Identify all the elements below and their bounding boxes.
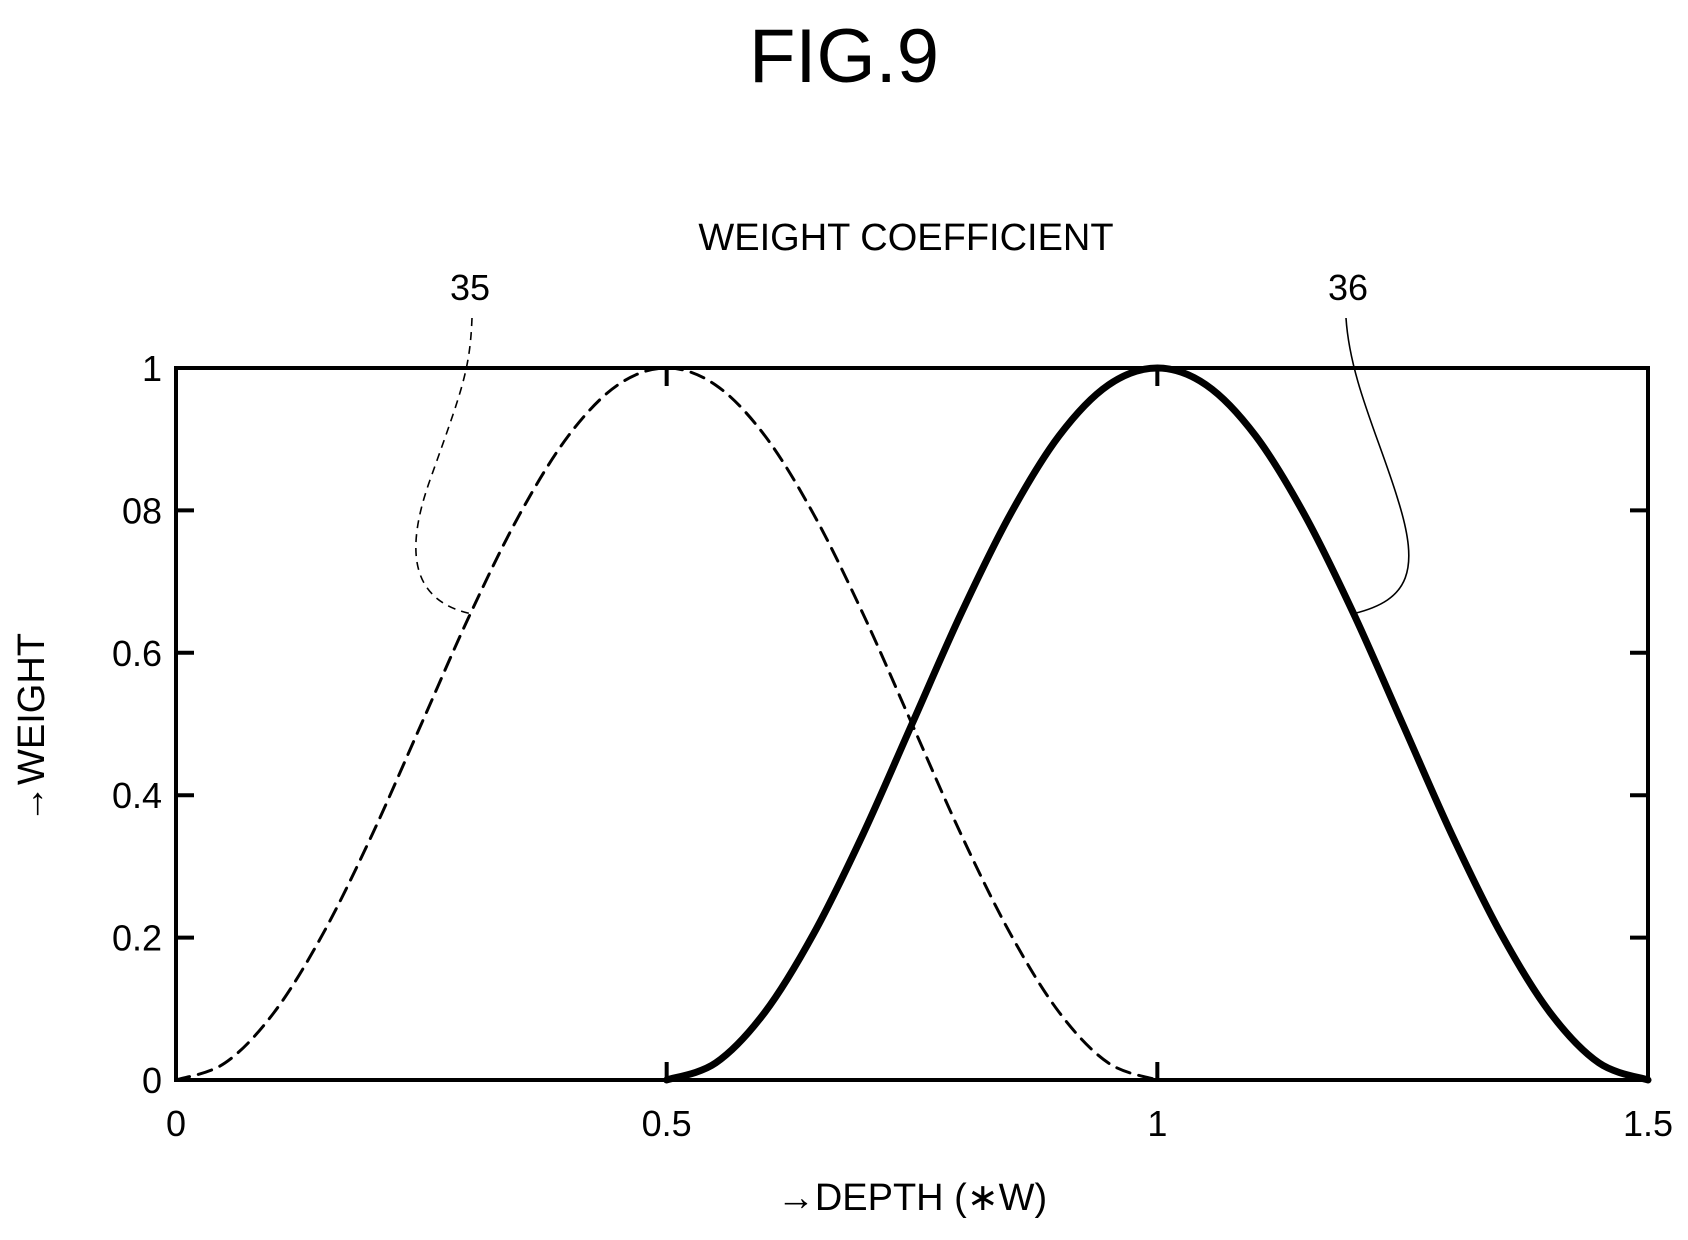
x-tick-label: 1 xyxy=(1147,1103,1167,1144)
callout-label-35: 35 xyxy=(450,267,490,308)
chart-title: WEIGHT COEFFICIENT xyxy=(698,217,1113,259)
plot-area: 0 0.5 1 1.5 0 0.2 0.4 0.6 08 1 35 36 xyxy=(112,267,1673,1144)
figure-label: FIG.9 xyxy=(749,14,939,99)
y-tick-label: 0.6 xyxy=(112,633,162,674)
x-tick-label: 0.5 xyxy=(642,1103,692,1144)
y-axis-label: →WEIGHT xyxy=(11,633,53,823)
y-tick-label: 0.4 xyxy=(112,775,162,816)
plot-frame xyxy=(174,366,1650,1082)
y-tick-label: 1 xyxy=(142,348,162,389)
y-tick-label: 0 xyxy=(142,1060,162,1101)
x-axis-label: →DEPTH (∗W) xyxy=(777,1177,1047,1219)
y-tick-label: 0.2 xyxy=(112,918,162,959)
x-tick-label: 0 xyxy=(166,1103,186,1144)
series-line-35 xyxy=(174,366,1159,1082)
series-line-36 xyxy=(663,364,1652,1084)
callout-leader-36 xyxy=(1345,317,1410,615)
callout-label-36: 36 xyxy=(1328,267,1368,308)
x-tick-label: 1.5 xyxy=(1623,1103,1673,1144)
callout-leader-35 xyxy=(415,317,473,615)
y-tick-label: 08 xyxy=(122,490,162,531)
